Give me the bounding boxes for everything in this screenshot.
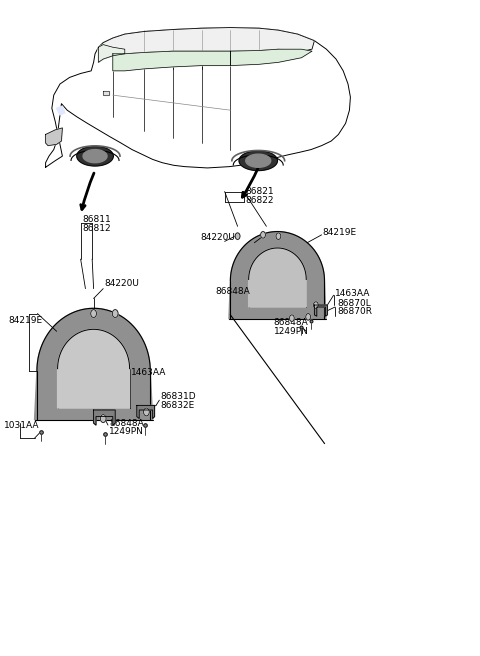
Polygon shape xyxy=(35,308,153,420)
Polygon shape xyxy=(229,232,326,319)
Polygon shape xyxy=(103,91,109,95)
Text: 84220U: 84220U xyxy=(105,279,140,288)
Text: 1463AA: 1463AA xyxy=(131,368,166,377)
Circle shape xyxy=(289,315,294,321)
Circle shape xyxy=(144,408,149,416)
Text: 86870R: 86870R xyxy=(337,307,372,316)
Circle shape xyxy=(313,302,318,308)
Circle shape xyxy=(276,233,281,239)
Polygon shape xyxy=(239,151,277,171)
Text: 86848A: 86848A xyxy=(274,318,308,327)
Text: 1249PN: 1249PN xyxy=(274,327,309,336)
Text: 86812: 86812 xyxy=(83,224,111,233)
Text: 86811: 86811 xyxy=(83,215,111,224)
Polygon shape xyxy=(137,405,155,419)
Text: 86831D: 86831D xyxy=(161,392,196,401)
Polygon shape xyxy=(46,28,350,168)
Polygon shape xyxy=(98,28,314,62)
Polygon shape xyxy=(230,49,312,66)
Polygon shape xyxy=(314,305,327,316)
Text: 1463AA: 1463AA xyxy=(335,289,371,298)
Circle shape xyxy=(112,310,118,318)
Polygon shape xyxy=(83,150,107,163)
Circle shape xyxy=(261,232,265,238)
Polygon shape xyxy=(249,248,306,307)
Polygon shape xyxy=(46,128,62,146)
Text: 84219E: 84219E xyxy=(323,228,357,237)
Text: 86821: 86821 xyxy=(246,187,275,196)
Polygon shape xyxy=(58,329,130,408)
Circle shape xyxy=(235,233,240,239)
Circle shape xyxy=(306,314,311,320)
Polygon shape xyxy=(77,146,113,166)
Circle shape xyxy=(91,310,96,318)
Text: 84219E: 84219E xyxy=(9,316,43,325)
Text: 1249PN: 1249PN xyxy=(109,427,144,436)
Text: 86870L: 86870L xyxy=(337,298,371,308)
Text: 1031AA: 1031AA xyxy=(4,420,39,430)
Circle shape xyxy=(100,415,106,422)
Polygon shape xyxy=(57,106,65,115)
Polygon shape xyxy=(113,51,230,71)
Polygon shape xyxy=(94,410,115,425)
Text: 86822: 86822 xyxy=(246,195,274,205)
Text: 86832E: 86832E xyxy=(161,401,195,410)
Polygon shape xyxy=(246,154,271,167)
Text: 86848A: 86848A xyxy=(109,419,144,428)
Text: 84220U: 84220U xyxy=(201,233,236,242)
Polygon shape xyxy=(98,45,125,62)
Text: 86848A: 86848A xyxy=(215,287,250,297)
